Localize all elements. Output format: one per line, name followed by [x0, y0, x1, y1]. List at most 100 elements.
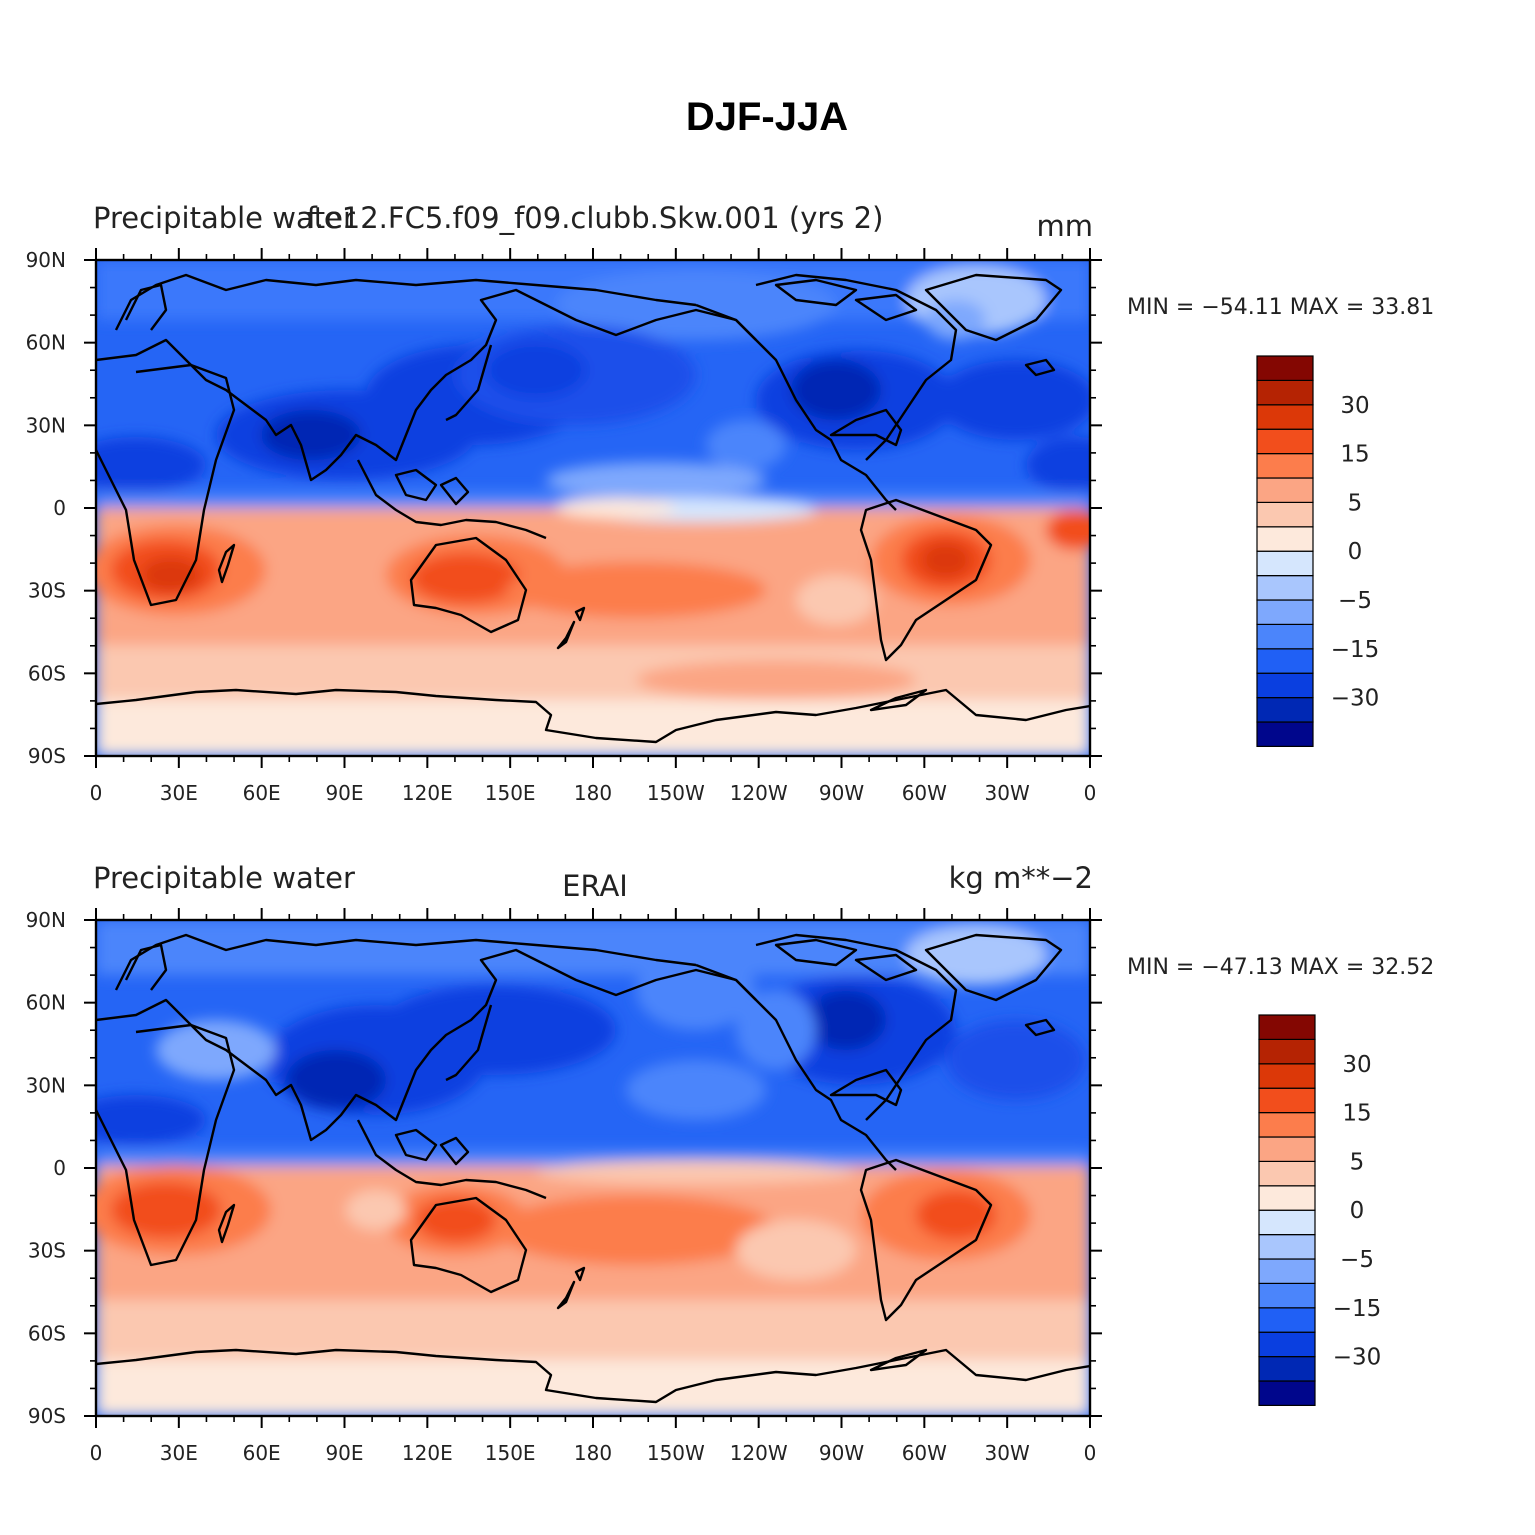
x-tick-label: 30E: [160, 781, 198, 805]
colorbar-label: −5: [1338, 588, 1372, 614]
x-tick-label: 150W: [647, 1441, 705, 1465]
panel2-left-label: Precipitable water: [93, 861, 355, 895]
x-tick-label: 60E: [243, 781, 281, 805]
colorbar-label: −15: [1333, 1296, 1382, 1322]
x-tick-label: 30W: [985, 1441, 1030, 1465]
colorbar-box: [1256, 477, 1314, 503]
x-tick-label: 180: [574, 781, 612, 805]
colorbar-box: [1256, 599, 1314, 625]
y-tick-label: 60S: [28, 661, 66, 685]
x-tick-label: 0: [90, 1441, 103, 1465]
panel1-right-label: mm: [1037, 209, 1094, 243]
panel-erai: Precipitable water ERAI kg m**−2: [26, 861, 1435, 1465]
colorbar-box: [1258, 1063, 1316, 1089]
y-tick-label: 0: [53, 496, 66, 520]
panel2-minmax: MIN = −47.13 MAX = 32.52: [1127, 955, 1434, 980]
colorbar-box: [1258, 1233, 1316, 1260]
y-tick-label: 90N: [26, 908, 66, 932]
panel-model: Precipitable water f.e12.FC5.f09_f09.clu…: [26, 201, 1435, 805]
panel1-colorbar: 30 15 5 0 −5 −15 −30: [1256, 355, 1380, 747]
colorbar-box: [1258, 1038, 1316, 1065]
colorbar-box: [1258, 1087, 1316, 1114]
colorbar-label: 15: [1340, 442, 1369, 468]
x-tick-label: 120W: [730, 781, 788, 805]
colorbar-label: 0: [1348, 539, 1363, 565]
colorbar-box: [1258, 1331, 1316, 1358]
x-tick-label: 0: [1084, 781, 1097, 805]
panel1-center-label: f.e12.FC5.f09_f09.clubb.Skw.001 (yrs 2): [307, 201, 884, 235]
colorbar-box: [1256, 404, 1314, 430]
colorbar-box: [1256, 379, 1314, 406]
x-tick-label: 150E: [485, 1441, 536, 1465]
colorbar-label: 0: [1350, 1198, 1365, 1224]
colorbar-box: [1258, 1258, 1316, 1284]
colorbar-box: [1258, 1160, 1316, 1187]
colorbar-label: 30: [1340, 393, 1369, 419]
panel1-map-field: [96, 260, 1090, 756]
panel2-center-label: ERAI: [562, 869, 628, 903]
y-tick-label: 30S: [28, 579, 66, 603]
x-tick-label: 30E: [160, 1441, 198, 1465]
x-tick-label: 120E: [402, 781, 453, 805]
x-tick-label: 180: [574, 1441, 612, 1465]
colorbar-box: [1256, 428, 1314, 455]
panel1-axes: 0 30E 60E 90E 120E 150E 180 150W 120W 90W 60W 30W 09…: [26, 248, 1102, 805]
x-tick-label: 60E: [243, 1441, 281, 1465]
colorbar-box: [1256, 623, 1314, 650]
y-tick-label: 0: [53, 1156, 66, 1180]
y-tick-label: 30N: [26, 1073, 66, 1097]
x-tick-label: 150W: [647, 781, 705, 805]
x-tick-label: 60W: [902, 781, 947, 805]
x-tick-label: 0: [1084, 1441, 1097, 1465]
colorbar-box: [1256, 574, 1314, 601]
x-tick-label: 30W: [985, 781, 1030, 805]
x-tick-label: 90W: [819, 781, 864, 805]
colorbar-label: 15: [1342, 1101, 1371, 1127]
colorbar-box: [1256, 721, 1314, 747]
colorbar-box: [1256, 526, 1314, 552]
panel2-map-field: [96, 920, 1090, 1416]
colorbar-box: [1258, 1307, 1316, 1333]
y-tick-label: 30N: [26, 413, 66, 437]
colorbar-label: −15: [1331, 637, 1380, 663]
panel1-left-label: Precipitable water: [93, 201, 355, 235]
colorbar-box: [1258, 1380, 1316, 1406]
panel2-axes: 0 30E 60E 90E 120E 150E 180 150W 120W 90W 60W 30W 09…: [26, 908, 1102, 1465]
colorbar-box: [1258, 1209, 1316, 1236]
colorbar-label: 5: [1350, 1149, 1365, 1175]
x-tick-label: 90W: [819, 1441, 864, 1465]
y-tick-label: 90S: [28, 744, 66, 768]
x-tick-label: 120E: [402, 1441, 453, 1465]
colorbar-label: −30: [1333, 1345, 1382, 1371]
figure-title: DJF-JJA: [686, 95, 848, 139]
x-tick-label: 60W: [902, 1441, 947, 1465]
y-tick-label: 90N: [26, 248, 66, 272]
x-tick-label: 90E: [325, 781, 363, 805]
y-tick-label: 60N: [26, 331, 66, 355]
y-tick-label: 30S: [28, 1239, 66, 1263]
colorbar-box: [1258, 1355, 1316, 1382]
y-tick-label: 60S: [28, 1321, 66, 1345]
x-tick-label: 0: [90, 781, 103, 805]
colorbar-box: [1258, 1136, 1316, 1162]
colorbar-box: [1256, 453, 1314, 479]
colorbar-label: 5: [1348, 490, 1363, 516]
colorbar-box: [1256, 355, 1314, 381]
colorbar-label: 30: [1342, 1052, 1371, 1078]
colorbar-box: [1258, 1282, 1316, 1309]
y-tick-label: 60N: [26, 991, 66, 1015]
x-tick-label: 150E: [485, 781, 536, 805]
colorbar-box: [1258, 1185, 1316, 1211]
colorbar-box: [1256, 672, 1314, 699]
colorbar-box: [1256, 696, 1314, 723]
colorbar-box: [1256, 501, 1314, 528]
colorbar-box: [1258, 1111, 1316, 1138]
x-tick-label: 120W: [730, 1441, 788, 1465]
x-tick-label: 90E: [325, 1441, 363, 1465]
y-tick-label: 90S: [28, 1404, 66, 1428]
colorbar-box: [1258, 1014, 1316, 1040]
panel2-colorbar: 30 15 5 0 −5 −15 −30: [1258, 1014, 1382, 1406]
colorbar-label: −30: [1331, 686, 1380, 712]
colorbar-box: [1256, 550, 1314, 577]
